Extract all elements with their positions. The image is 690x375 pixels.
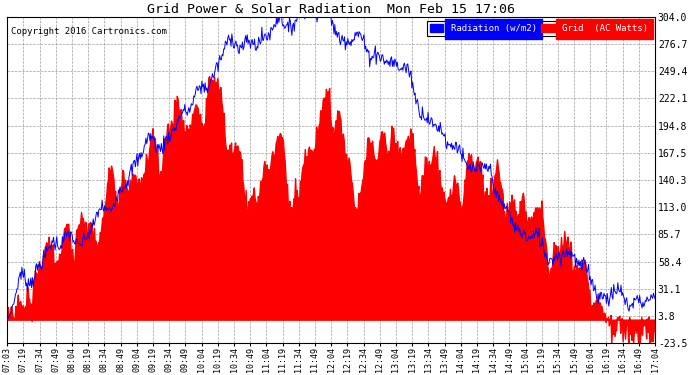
- Legend: Radiation (w/m2), Grid  (AC Watts): Radiation (w/m2), Grid (AC Watts): [427, 21, 651, 36]
- Title: Grid Power & Solar Radiation  Mon Feb 15 17:06: Grid Power & Solar Radiation Mon Feb 15 …: [147, 3, 515, 16]
- Text: Copyright 2016 Cartronics.com: Copyright 2016 Cartronics.com: [10, 27, 166, 36]
